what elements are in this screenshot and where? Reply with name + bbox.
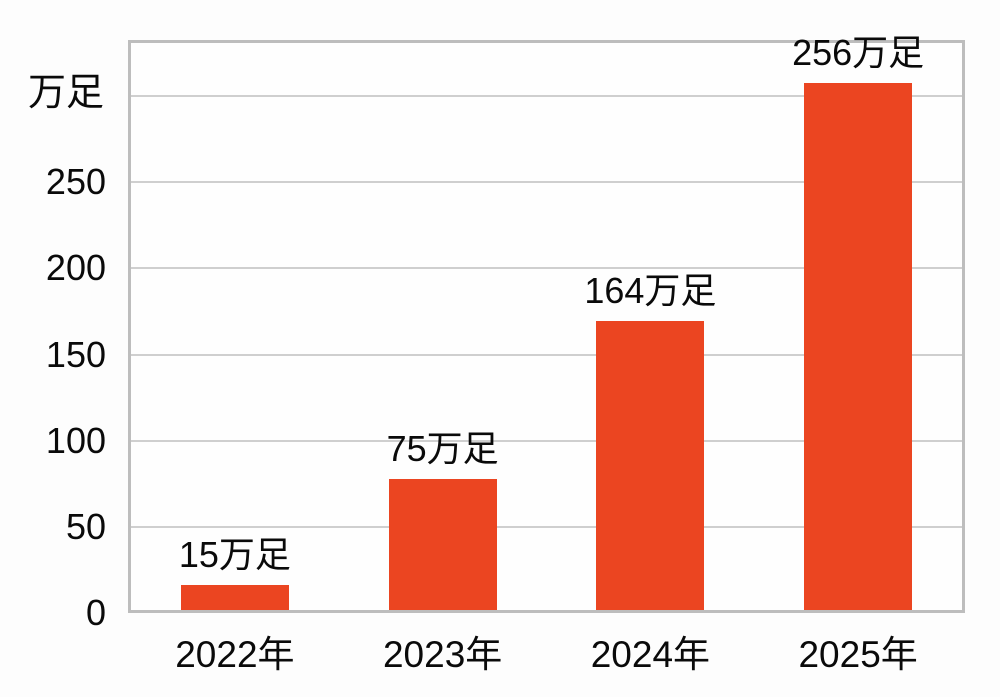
- bar-value-label-2023年: 75万足: [386, 428, 499, 470]
- bar-2025年: [804, 83, 913, 610]
- y-axis-unit-label: 万足: [27, 72, 104, 114]
- bar-2024年: [596, 321, 705, 610]
- x-tick-label-2023年: 2023年: [382, 634, 503, 675]
- y-tick-label-0: 0: [85, 592, 106, 633]
- y-tick-label-250: 250: [45, 161, 106, 203]
- bar-value-label-2024年: 164万足: [584, 270, 717, 312]
- bar-2022年: [180, 585, 289, 610]
- plot-area: 15万足 75万足 164万足 256万足: [128, 33, 965, 613]
- y-tick-label-50: 50: [65, 505, 106, 547]
- y-tick-label-200: 200: [45, 247, 106, 289]
- gridline-150: [131, 353, 962, 356]
- x-tick-label-2022年: 2022年: [175, 634, 295, 675]
- gridline-250: [131, 181, 962, 184]
- gridline-300: [131, 95, 962, 97]
- bar-2023年: [388, 479, 497, 610]
- bar-value-label-2022年: 15万足: [178, 534, 291, 576]
- y-tick-label-150: 150: [45, 333, 106, 375]
- bar-value-label-2025年: 256万足: [792, 32, 925, 74]
- x-tick-label-2024年: 2024年: [590, 634, 711, 675]
- gridline-50: [131, 525, 962, 528]
- x-tick-label-2025年: 2025年: [798, 634, 918, 675]
- y-tick-label-100: 100: [45, 419, 106, 461]
- gridline-100: [131, 439, 962, 442]
- gridline-200: [131, 267, 962, 270]
